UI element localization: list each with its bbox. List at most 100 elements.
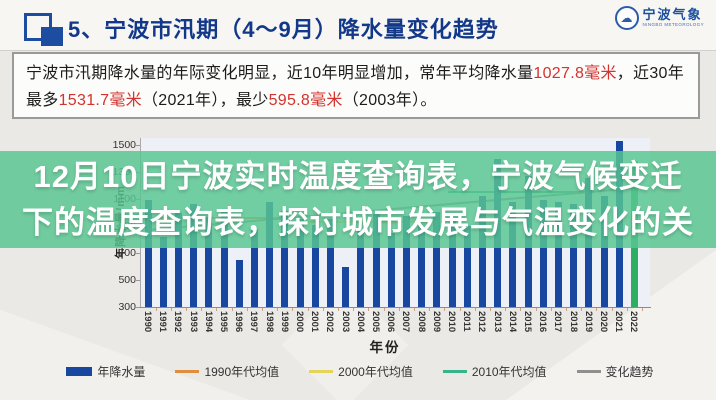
- bar-2004: [357, 231, 365, 307]
- bar-2010: [448, 218, 456, 307]
- x-tick-mark: [611, 308, 613, 311]
- bar-2017: [554, 202, 562, 307]
- x-tick-mark: [155, 308, 157, 311]
- banner-line-1: 12月10日宁波实时温度查询表，宁波气候变迁: [33, 158, 683, 194]
- summary-text: （2021年），最少: [141, 92, 269, 109]
- bar-2006: [387, 233, 395, 307]
- bar-2020: [600, 196, 608, 307]
- bar-1993: [190, 204, 198, 307]
- x-tick-mark: [566, 308, 567, 311]
- legend-item-0: 年降水量: [66, 363, 145, 380]
- x-tick-mark: [459, 308, 461, 311]
- x-tick-mark: [170, 308, 172, 311]
- legend-swatch-icon: [175, 370, 200, 373]
- x-tick-mark: [201, 308, 203, 311]
- x-tick-label-2020: 2020: [598, 311, 609, 333]
- x-tick-label-2011: 2011: [461, 311, 473, 332]
- bar-2012: [478, 196, 486, 307]
- bar-2005: [372, 213, 380, 307]
- x-tick-label-2014: 2014: [506, 311, 518, 333]
- bar-1991: [159, 237, 167, 307]
- y-tick-mark: [136, 280, 140, 281]
- x-tick-label-1998: 1998: [263, 311, 275, 333]
- x-tick-mark: [277, 308, 279, 311]
- bar-2018: [570, 204, 578, 307]
- x-tick-mark: [383, 308, 385, 311]
- legend-item-2: 2000年代均值: [309, 363, 413, 380]
- legend-item-4: 变化趋势: [576, 363, 654, 380]
- summary-text: 宁波市汛期降水量的年际变化明显，近10年明显增加，常年平均降水量: [26, 65, 534, 82]
- x-tick-label-2000: 2000: [294, 311, 305, 333]
- y-tick-label: 500: [118, 274, 136, 286]
- bar-2014: [509, 201, 517, 307]
- x-tick-label-2006: 2006: [385, 311, 397, 333]
- bar-2008: [418, 226, 426, 307]
- x-tick-mark: [596, 308, 598, 311]
- chart-legend: 年降水量 1990年代均值 2000年代均值 2010年代均值 变化趋势: [60, 363, 660, 380]
- title-decor-filled-square: [41, 27, 63, 46]
- summary-text: （2003年）。: [342, 92, 437, 109]
- page-title: 5、宁波市汛期（4～9月）降水量变化趋势: [68, 17, 499, 42]
- x-tick-mark: [292, 308, 294, 311]
- bar-1999: [281, 211, 289, 307]
- highlight-value: 1531.7毫米: [58, 92, 142, 109]
- slide-header: 5、宁波市汛期（4～9月）降水量变化趋势 ☁ 宁波气象 NINGBO METEO…: [0, 0, 716, 51]
- x-tick-mark: [246, 308, 248, 311]
- banner-line-2: 下的温度查询表，探讨城市发展与气温变化的关: [22, 204, 694, 240]
- x-tick-label-2013: 2013: [491, 311, 503, 333]
- x-tick-label-2012: 2012: [476, 311, 488, 333]
- x-tick-mark: [353, 308, 355, 311]
- x-tick-label-1990: 1990: [142, 311, 153, 333]
- bar-1995: [220, 211, 228, 307]
- bar-2002: [326, 218, 334, 307]
- overlay-caption-banner: 12月10日宁波实时温度查询表，宁波气候变迁 下的温度查询表，探讨城市发展与气温…: [0, 151, 716, 248]
- x-tick-label-2009: 2009: [430, 311, 442, 333]
- bar-1997: [250, 228, 258, 307]
- x-tick-label-2015: 2015: [522, 311, 533, 333]
- highlight-value: 1027.8毫米: [533, 65, 617, 82]
- x-axis-line: [140, 307, 651, 308]
- highlight-value: 595.8毫米: [268, 92, 343, 109]
- x-tick-label-2002: 2002: [324, 311, 336, 333]
- x-tick-label-1991: 1991: [157, 311, 169, 333]
- x-tick-label-2018: 2018: [567, 311, 579, 333]
- legend-label: 年降水量: [97, 365, 146, 379]
- x-tick-mark: [505, 308, 507, 311]
- x-tick-label-2004: 2004: [354, 311, 366, 333]
- legend-swatch-icon: [66, 367, 93, 376]
- summary-text: ，近30年最多: [26, 65, 685, 109]
- x-tick-mark: [338, 308, 339, 311]
- bar-1994: [205, 217, 213, 307]
- bar-1992: [174, 212, 182, 307]
- x-tick-mark: [550, 308, 552, 311]
- logo-text-en: NINGBO METEOROLOGY: [642, 21, 704, 27]
- x-tick-mark: [368, 308, 370, 311]
- bar-2007: [402, 215, 410, 307]
- x-axis-title: 年份: [369, 340, 401, 355]
- x-tick-mark: [535, 308, 537, 311]
- legend-swatch-icon: [576, 370, 601, 373]
- x-tick-label-2008: 2008: [415, 311, 427, 333]
- bar-2011: [463, 226, 471, 307]
- y-tick-label: 300: [118, 301, 136, 313]
- x-tick-mark: [490, 308, 491, 311]
- x-tick-label-1993: 1993: [187, 311, 199, 333]
- x-tick-label-2021: 2021: [613, 311, 625, 333]
- x-tick-label-1995: 1995: [218, 311, 229, 333]
- legend-swatch-icon: [442, 370, 467, 373]
- x-tick-label-2001: 2001: [309, 311, 321, 333]
- summary-text-box: 宁波市汛期降水量的年际变化明显，近10年明显增加，常年平均降水量1027.8毫米…: [12, 52, 700, 119]
- x-tick-mark: [262, 308, 263, 311]
- bar-2016: [539, 200, 547, 307]
- x-tick-mark: [231, 308, 233, 311]
- y-tick-mark: [136, 253, 140, 254]
- legend-label: 2010年代均值: [471, 365, 547, 379]
- x-tick-label-1997: 1997: [248, 311, 260, 333]
- bar-1996: [235, 259, 243, 307]
- x-tick-mark: [581, 308, 583, 311]
- legend-item-1: 1990年代均值: [175, 363, 279, 380]
- x-tick-label-1992: 1992: [172, 311, 184, 333]
- x-tick-label-2022: 2022: [628, 311, 640, 333]
- x-tick-label-2016: 2016: [537, 311, 549, 333]
